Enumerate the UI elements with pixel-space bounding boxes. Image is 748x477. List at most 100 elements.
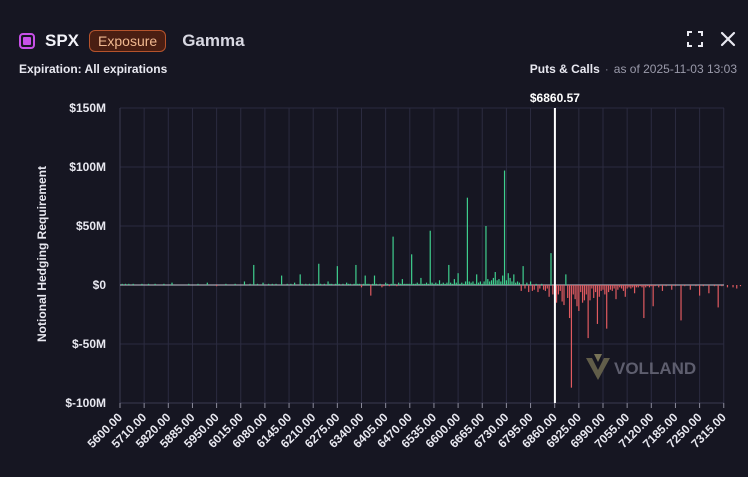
bar[interactable] [665, 285, 667, 287]
bar[interactable] [392, 236, 394, 285]
bar[interactable] [600, 285, 602, 291]
bar[interactable] [342, 283, 344, 285]
bar[interactable] [563, 285, 565, 306]
bar[interactable] [171, 282, 173, 285]
bar[interactable] [433, 283, 435, 285]
bar[interactable] [359, 283, 361, 285]
bar[interactable] [216, 285, 218, 287]
bar[interactable] [650, 285, 652, 287]
bar[interactable] [529, 281, 532, 285]
bar[interactable] [375, 283, 377, 285]
bar[interactable] [294, 282, 296, 285]
bar[interactable] [555, 285, 558, 303]
bar[interactable] [472, 281, 474, 285]
bar[interactable] [385, 282, 387, 285]
bar[interactable] [502, 275, 504, 285]
bar[interactable] [383, 285, 385, 287]
bar[interactable] [477, 282, 480, 285]
bar[interactable] [726, 285, 729, 288]
bar[interactable] [318, 263, 320, 285]
bar[interactable] [516, 281, 519, 285]
bar[interactable] [370, 285, 372, 296]
bar[interactable] [312, 283, 314, 285]
bar[interactable] [409, 283, 411, 285]
bar[interactable] [461, 282, 463, 285]
bar[interactable] [565, 274, 567, 285]
bar[interactable] [349, 283, 351, 285]
bar[interactable] [268, 283, 270, 285]
bar[interactable] [334, 283, 337, 285]
bar[interactable] [336, 266, 338, 285]
bar[interactable] [147, 283, 150, 285]
bar[interactable] [515, 282, 517, 285]
bar[interactable] [652, 285, 654, 307]
bar[interactable] [407, 283, 409, 285]
bar[interactable] [188, 283, 190, 285]
bar[interactable] [535, 283, 537, 285]
bar[interactable] [234, 283, 236, 285]
bar[interactable] [197, 283, 199, 285]
bar[interactable] [607, 285, 610, 293]
bar[interactable] [511, 281, 513, 285]
bar[interactable] [394, 283, 396, 285]
bar[interactable] [567, 285, 569, 298]
bar[interactable] [422, 283, 424, 285]
bar[interactable] [574, 285, 576, 300]
bar[interactable] [451, 283, 454, 285]
bar[interactable] [557, 285, 560, 295]
bar[interactable] [455, 282, 457, 285]
bar[interactable] [399, 283, 402, 285]
bar[interactable] [589, 285, 591, 301]
bar[interactable] [225, 283, 227, 285]
bar[interactable] [347, 283, 350, 285]
bar[interactable] [736, 285, 738, 289]
bar[interactable] [503, 170, 506, 285]
bar[interactable] [457, 273, 459, 285]
bar[interactable] [249, 283, 251, 285]
bar[interactable] [431, 282, 433, 285]
bar[interactable] [533, 285, 535, 290]
bar[interactable] [490, 280, 493, 285]
bar[interactable] [500, 281, 502, 285]
bar[interactable] [624, 285, 626, 297]
bar[interactable] [695, 285, 697, 287]
bar[interactable] [626, 285, 628, 289]
bar[interactable] [438, 280, 441, 285]
bar[interactable] [661, 285, 664, 291]
bar[interactable] [507, 273, 509, 285]
bar[interactable] [628, 285, 630, 288]
bar[interactable] [355, 264, 357, 285]
bar[interactable] [405, 283, 407, 285]
bar[interactable] [459, 283, 461, 285]
bar[interactable] [316, 283, 318, 285]
bar[interactable] [466, 197, 468, 285]
bar[interactable] [386, 283, 389, 285]
bar[interactable] [489, 281, 491, 285]
bar[interactable] [620, 285, 623, 289]
bar[interactable] [648, 285, 651, 288]
bar[interactable] [464, 281, 467, 285]
bar[interactable] [448, 264, 450, 285]
bar[interactable] [537, 285, 539, 293]
bar[interactable] [496, 280, 498, 285]
bar[interactable] [641, 285, 643, 288]
bar[interactable] [366, 283, 368, 285]
bar[interactable] [509, 277, 511, 285]
bar[interactable] [470, 282, 472, 285]
bar[interactable] [483, 281, 485, 285]
bar[interactable] [357, 283, 359, 285]
bar[interactable] [379, 283, 381, 285]
bar[interactable] [444, 283, 446, 285]
bar[interactable] [639, 285, 641, 287]
bar[interactable] [398, 282, 400, 285]
bar[interactable] [329, 283, 331, 285]
bar[interactable] [338, 283, 340, 285]
bar[interactable] [275, 283, 277, 285]
bar[interactable] [609, 285, 612, 290]
bar[interactable] [617, 285, 619, 290]
bar[interactable] [654, 285, 656, 287]
bar[interactable] [424, 283, 426, 285]
exposure-badge[interactable]: Exposure [89, 30, 167, 52]
bar[interactable] [671, 285, 673, 290]
bar[interactable] [463, 283, 465, 285]
